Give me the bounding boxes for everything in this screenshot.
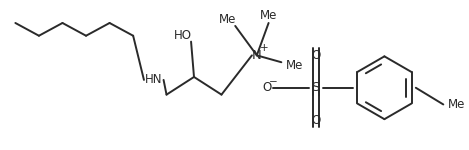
Text: O: O xyxy=(311,49,320,62)
Text: Me: Me xyxy=(219,13,236,26)
Text: O: O xyxy=(262,81,271,94)
Text: −: − xyxy=(269,77,278,87)
Text: HO: HO xyxy=(174,29,192,42)
Text: Me: Me xyxy=(286,59,303,72)
Text: Me: Me xyxy=(448,98,466,111)
Text: N: N xyxy=(252,49,262,62)
Text: O: O xyxy=(311,114,320,127)
Text: +: + xyxy=(260,44,269,54)
Text: S: S xyxy=(311,81,320,94)
Text: HN: HN xyxy=(145,73,163,86)
Text: Me: Me xyxy=(260,9,277,22)
